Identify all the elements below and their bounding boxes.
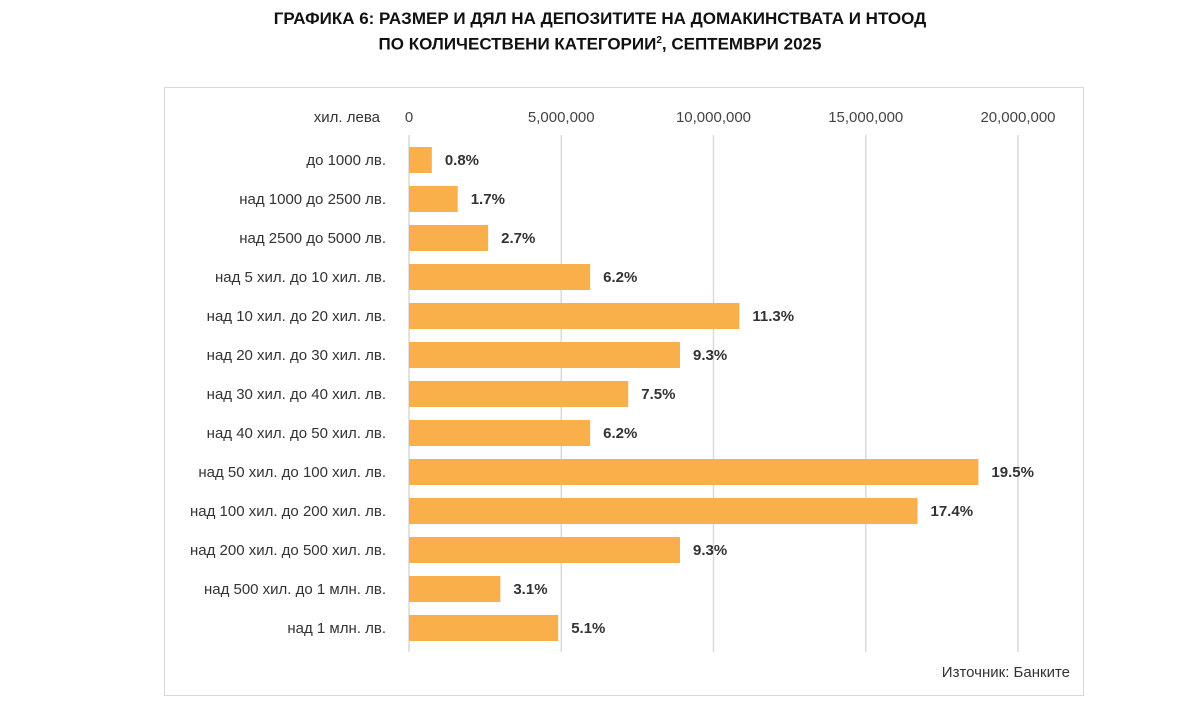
bar [409,537,681,563]
category-label: до 1000 лв. [306,152,386,169]
data-label: 9.3% [693,542,727,559]
bar [409,576,501,602]
title-line-1: ГРАФИКА 6: РАЗМЕР И ДЯЛ НА ДЕПОЗИТИТЕ НА… [273,9,927,28]
chart-title: ГРАФИКА 6: РАЗМЕР И ДЯЛ НА ДЕПОЗИТИТЕ НА… [0,8,1200,56]
bar [409,459,979,485]
category-label: над 40 хил. до 50 хил. лв. [207,425,386,442]
title-line-2-tail: , СЕПТЕМВРИ 2025 [661,34,822,54]
source-note: Източник: Банките [941,664,1070,681]
data-label: 6.2% [603,425,637,442]
category-label: над 1 млн. лв. [287,620,386,637]
category-label: над 100 хил. до 200 хил. лв. [190,503,386,520]
data-label: 9.3% [693,347,727,364]
x-tick-label: 5,000,000 [528,109,595,126]
unit-label: хил. лева [314,109,381,126]
category-label: над 5 хил. до 10 хил. лв. [215,269,386,286]
title-line-2: ПО КОЛИЧЕСТВЕНИ КАТЕГОРИИ2, СЕПТЕМВРИ 20… [0,30,1200,56]
data-label: 0.8% [445,152,479,169]
title-line-2-main: ПО КОЛИЧЕСТВЕНИ КАТЕГОРИИ [378,34,657,54]
category-label: над 200 хил. до 500 хил. лв. [190,542,386,559]
category-label: над 2500 до 5000 лв. [239,230,386,247]
bar [409,186,458,212]
bar [409,615,559,641]
bar [409,264,591,290]
data-label: 19.5% [991,464,1034,481]
category-label: над 1000 до 2500 лв. [239,191,386,208]
data-label: 11.3% [752,308,794,325]
category-label: над 10 хил. до 20 хил. лв. [207,308,386,325]
data-label: 17.4% [931,503,974,520]
x-tick-label: 0 [405,109,413,126]
bar [409,498,918,524]
data-label: 6.2% [603,269,637,286]
data-label: 1.7% [471,191,505,208]
data-label: 2.7% [501,230,535,247]
bar [409,303,740,329]
bar [409,420,591,446]
category-label: над 500 хил. до 1 млн. лв. [204,581,386,598]
title-footnote-mark: 2 [656,35,662,46]
category-label: над 30 хил. до 40 хил. лв. [207,386,386,403]
bar [409,147,432,173]
bar [409,342,681,368]
data-label: 7.5% [641,386,675,403]
bar [409,381,629,407]
bar [409,225,489,251]
x-tick-label: 20,000,000 [980,109,1055,126]
data-label: 5.1% [571,620,605,637]
x-tick-label: 10,000,000 [676,109,751,126]
category-label: над 20 хил. до 30 хил. лв. [207,347,386,364]
x-tick-label: 15,000,000 [828,109,903,126]
data-label: 3.1% [513,581,547,598]
category-label: над 50 хил. до 100 хил. лв. [198,464,386,481]
